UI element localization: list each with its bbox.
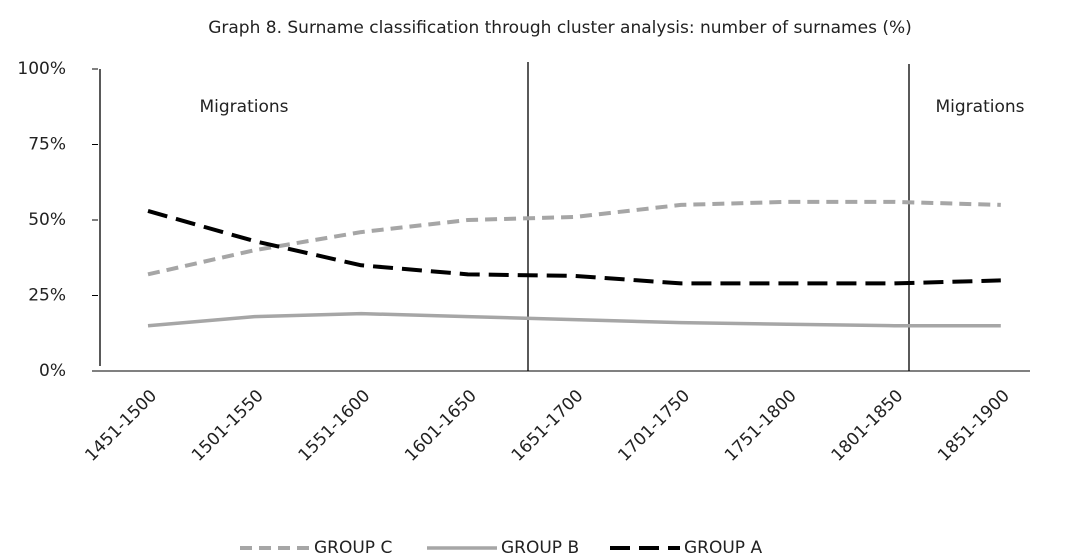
y-tick-label: 75% [28, 135, 66, 155]
annotation: Migrations [199, 97, 288, 117]
legend-label: GROUP C [314, 538, 392, 558]
x-tick-label: 1801-1850 [828, 386, 908, 466]
x-tick-label: 1501-1550 [188, 386, 268, 466]
x-tick-label: 1701-1750 [614, 386, 694, 466]
x-tick-label: 1851-1900 [934, 386, 1014, 466]
series-line [147, 209, 1001, 286]
x-tick-label: 1451-1500 [81, 386, 161, 466]
x-tick-label: 1601-1650 [401, 386, 481, 466]
y-tick-label: 50% [28, 210, 66, 230]
x-tick-label: 1651-1700 [508, 386, 588, 466]
y-tick-label: 0% [39, 361, 66, 381]
series-line [147, 199, 1001, 277]
legend-label: GROUP B [501, 538, 579, 558]
legend-label: GROUP A [684, 538, 762, 558]
x-tick-label: 1751-1800 [721, 386, 801, 466]
y-tick-label: 25% [28, 286, 66, 306]
chart-title: Graph 8. Surname classification through … [208, 18, 912, 38]
series-line [147, 311, 1001, 328]
y-tick-label: 100% [17, 59, 66, 79]
x-tick-label: 1551-1600 [295, 386, 375, 466]
annotation: Migrations [935, 97, 1024, 117]
